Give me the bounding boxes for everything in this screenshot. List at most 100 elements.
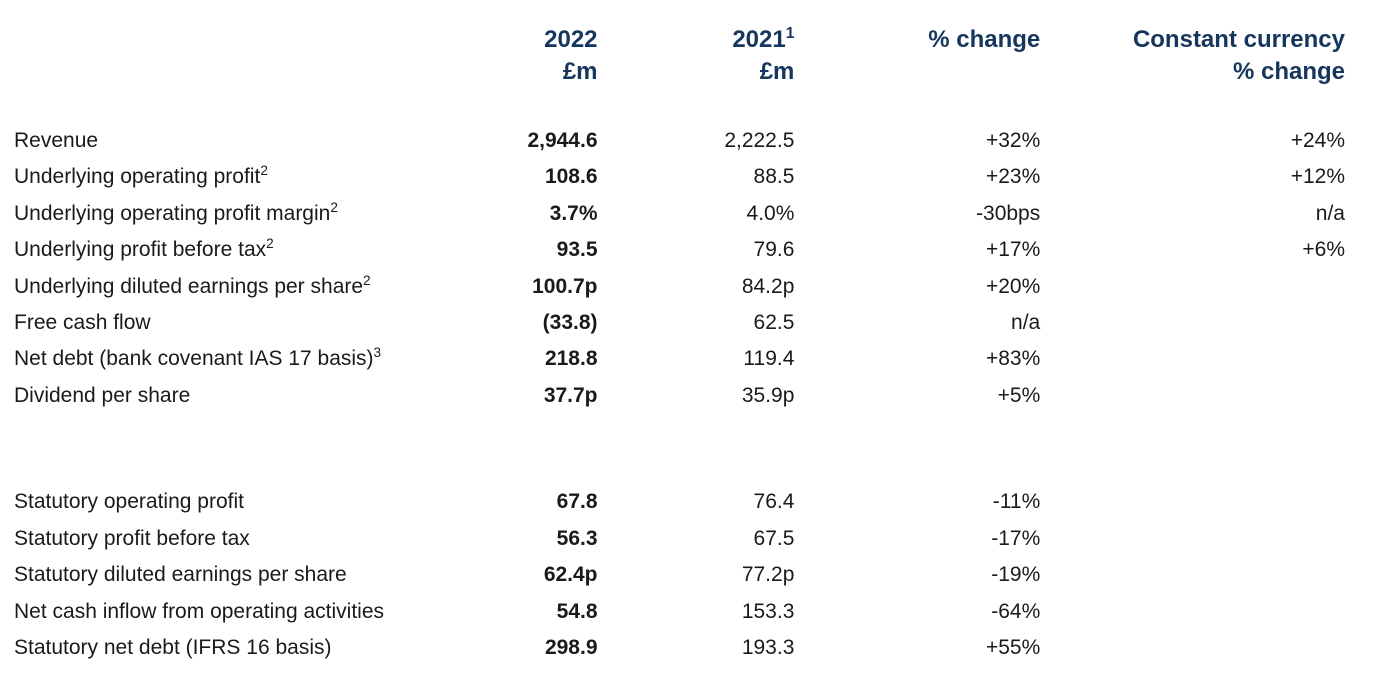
cell-2022: 56.3 xyxy=(445,521,608,557)
row-label: Statutory diluted earnings per share xyxy=(14,557,445,593)
cell-change: -19% xyxy=(804,557,1050,593)
header-cc-line1: Constant currency xyxy=(1060,24,1345,56)
header-2021-footnote: 1 xyxy=(786,25,795,42)
row-label-text: Free cash flow xyxy=(14,311,151,334)
spacer xyxy=(14,93,1355,123)
header-change: % change xyxy=(804,20,1050,93)
table-row: Underlying diluted earnings per share210… xyxy=(14,269,1355,305)
cell-constant-currency: n/a xyxy=(1050,196,1355,232)
table-row: Dividend per share37.7p35.9p+5% xyxy=(14,378,1355,414)
cell-2022: 93.5 xyxy=(445,232,608,268)
cell-2022: 67.8 xyxy=(445,484,608,520)
cell-2022: (33.8) xyxy=(445,305,608,341)
cell-2022: 298.9 xyxy=(445,630,608,666)
row-label: Statutory operating profit xyxy=(14,484,445,520)
cell-2022: 54.8 xyxy=(445,594,608,630)
cell-constant-currency xyxy=(1050,305,1355,341)
row-label: Net cash inflow from operating activitie… xyxy=(14,594,445,630)
row-footnote: 2 xyxy=(266,236,274,251)
cell-constant-currency xyxy=(1050,484,1355,520)
cell-change: +55% xyxy=(804,630,1050,666)
row-footnote: 2 xyxy=(260,163,268,178)
table-row: Statutory profit before tax56.367.5-17% xyxy=(14,521,1355,557)
row-label-text: Statutory operating profit xyxy=(14,490,244,513)
row-label: Statutory net debt (IFRS 16 basis) xyxy=(14,630,445,666)
cell-change: n/a xyxy=(804,305,1050,341)
header-2022-year: 2022 xyxy=(455,24,598,56)
table-row: Underlying profit before tax293.579.6+17… xyxy=(14,232,1355,268)
row-label: Underlying diluted earnings per share2 xyxy=(14,269,445,305)
table-row: Net debt (bank covenant IAS 17 basis)321… xyxy=(14,341,1355,377)
cell-constant-currency xyxy=(1050,630,1355,666)
header-blank xyxy=(14,20,445,93)
cell-change: -30bps xyxy=(804,196,1050,232)
cell-change: +83% xyxy=(804,341,1050,377)
cell-2021: 35.9p xyxy=(608,378,805,414)
table-row: Statutory net debt (IFRS 16 basis) 298.91… xyxy=(14,630,1355,666)
header-2021: 20211 £m xyxy=(608,20,805,93)
header-cc-line2: % change xyxy=(1060,56,1345,88)
cell-2022: 62.4p xyxy=(445,557,608,593)
header-2022: 2022 £m xyxy=(445,20,608,93)
cell-constant-currency xyxy=(1050,378,1355,414)
row-label: Net debt (bank covenant IAS 17 basis)3 xyxy=(14,341,445,377)
cell-2021: 62.5 xyxy=(608,305,805,341)
cell-2021: 77.2p xyxy=(608,557,805,593)
cell-2022: 108.6 xyxy=(445,159,608,195)
cell-constant-currency xyxy=(1050,269,1355,305)
row-label-text: Net debt (bank covenant IAS 17 basis) xyxy=(14,347,374,370)
row-footnote: 2 xyxy=(330,200,338,215)
cell-2021: 79.6 xyxy=(608,232,805,268)
cell-2021: 193.3 xyxy=(608,630,805,666)
header-2022-unit: £m xyxy=(455,56,598,88)
cell-change: +23% xyxy=(804,159,1050,195)
cell-change: +17% xyxy=(804,232,1050,268)
cell-change: +20% xyxy=(804,269,1050,305)
header-2021-unit: £m xyxy=(618,56,795,88)
cell-2022: 2,944.6 xyxy=(445,123,608,159)
cell-2021: 119.4 xyxy=(608,341,805,377)
row-label: Dividend per share xyxy=(14,378,445,414)
table-row: Statutory diluted earnings per share 62.4… xyxy=(14,557,1355,593)
row-label-text: Dividend per share xyxy=(14,384,190,407)
row-label: Free cash flow xyxy=(14,305,445,341)
table-row: Statutory operating profit 67.876.4-11% xyxy=(14,484,1355,520)
cell-constant-currency: +6% xyxy=(1050,232,1355,268)
cell-constant-currency xyxy=(1050,521,1355,557)
table-row: Revenue2,944.62,222.5+32%+24% xyxy=(14,123,1355,159)
row-label-text: Statutory diluted earnings per share xyxy=(14,563,347,586)
row-label-text: Net cash inflow from operating activitie… xyxy=(14,600,384,623)
table-row: Underlying operating profit margin23.7%4… xyxy=(14,196,1355,232)
cell-2021: 67.5 xyxy=(608,521,805,557)
row-label: Underlying operating profit margin2 xyxy=(14,196,445,232)
cell-change: -11% xyxy=(804,484,1050,520)
row-label: Underlying profit before tax2 xyxy=(14,232,445,268)
financial-results-table: 2022 £m 20211 £m % change Constant curre… xyxy=(14,20,1355,666)
cell-2021: 76.4 xyxy=(608,484,805,520)
cell-constant-currency xyxy=(1050,341,1355,377)
table-body: Revenue2,944.62,222.5+32%+24%Underlying … xyxy=(14,93,1355,667)
cell-change: -17% xyxy=(804,521,1050,557)
cell-2021: 2,222.5 xyxy=(608,123,805,159)
cell-constant-currency: +24% xyxy=(1050,123,1355,159)
cell-change: -64% xyxy=(804,594,1050,630)
row-label: Statutory profit before tax xyxy=(14,521,445,557)
row-footnote: 3 xyxy=(374,345,382,360)
cell-2021: 4.0% xyxy=(608,196,805,232)
cell-constant-currency: +12% xyxy=(1050,159,1355,195)
row-label-text: Underlying diluted earnings per share xyxy=(14,275,363,298)
table-row: Net cash inflow from operating activitie… xyxy=(14,594,1355,630)
header-constant-currency: Constant currency % change xyxy=(1050,20,1355,93)
cell-change: +32% xyxy=(804,123,1050,159)
row-label-text: Underlying profit before tax xyxy=(14,238,266,261)
cell-2021: 84.2p xyxy=(608,269,805,305)
row-label-text: Statutory net debt (IFRS 16 basis) xyxy=(14,636,331,659)
row-label: Underlying operating profit2 xyxy=(14,159,445,195)
section-gap xyxy=(14,414,1355,484)
header-2021-year: 2021 xyxy=(732,26,785,53)
cell-constant-currency xyxy=(1050,594,1355,630)
cell-change: +5% xyxy=(804,378,1050,414)
cell-2021: 88.5 xyxy=(608,159,805,195)
row-label-text: Underlying operating profit xyxy=(14,165,260,188)
row-footnote: 2 xyxy=(363,273,371,288)
